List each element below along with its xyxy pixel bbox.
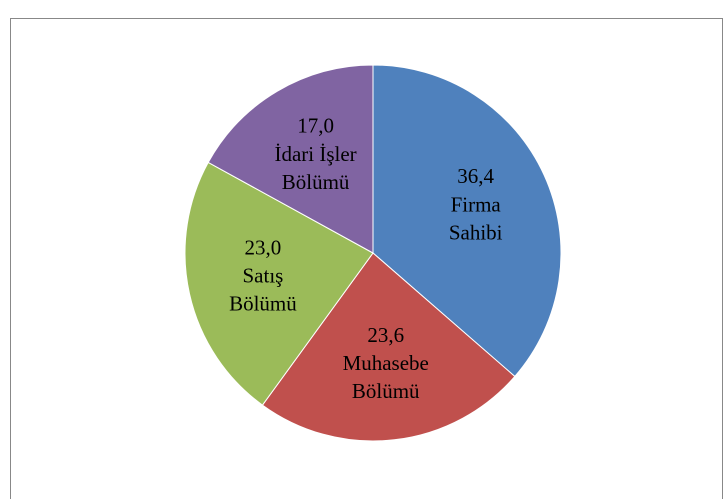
label-line: Muhasebe [343,351,429,375]
label-line: Firma [451,192,502,216]
value-label: 17,0 [297,114,334,138]
pie-slice [184,161,374,406]
category-label: Muhasebe Bölümü [343,351,429,403]
label-line: Bölümü [352,379,420,403]
pie-slice [207,64,374,254]
value-label: 23,0 [245,235,282,259]
category-label: Firma Sahibi [449,192,503,244]
pie-slice [372,64,562,378]
category-label: Satış Bölümü [229,263,297,315]
label-line: Bölümü [229,291,297,315]
value-label: 23,6 [367,323,404,347]
category-label: İdari İşler Bölümü [274,142,356,194]
label-line: Bölümü [282,170,350,194]
pie-slice [261,252,516,442]
label-line: Sahibi [449,220,503,244]
label-line: İdari İşler [274,142,356,166]
value-label: 36,4 [457,164,494,188]
label-line: Satış [242,263,283,287]
